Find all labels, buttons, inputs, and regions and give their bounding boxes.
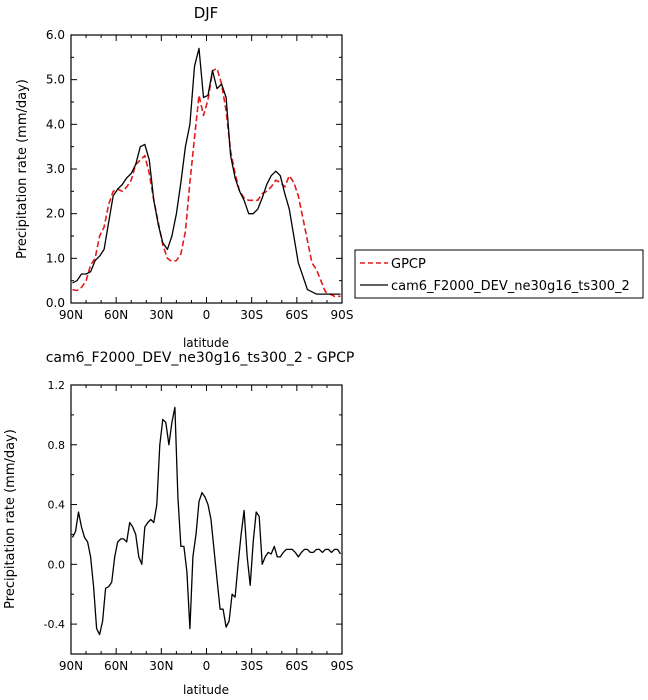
top-x-tick-label: 60N [104, 308, 128, 322]
bottom-y-tick-label: 0.0 [48, 558, 66, 571]
legend-box [354, 249, 644, 299]
bottom-x-tick-label: 30N [149, 659, 173, 673]
top-chart-title: DJF [194, 4, 219, 22]
bottom-y-axis-label: Precipitation rate (mm/day) [3, 429, 18, 609]
bottom-x-tick-label: 60S [285, 659, 308, 673]
bottom-plot-frame [70, 384, 343, 655]
bottom-x-axis-label: latitude [183, 683, 229, 697]
legend-label-gpcp: GPCP [391, 257, 426, 272]
top-y-tick-label: 0.0 [46, 296, 65, 310]
top-x-tick-label: 90N [59, 308, 83, 322]
bottom-y-tick-label: 0.8 [48, 439, 66, 452]
bottom-y-tick-label: 1.2 [48, 379, 66, 392]
top-y-tick-label: 5.0 [46, 73, 65, 87]
bottom-x-tick-label: 30S [240, 659, 263, 673]
top-series-line-0 [72, 67, 341, 298]
top-chart: DJF 90N 60N 30N 0 30S 60S 90S 0.0 1.0 2.0 3.0 4.0 5.… [15, 4, 644, 350]
bottom-chart: cam6_F2000_DEV_ne30g16_ts300_2 - GPCP 90… [3, 350, 354, 697]
top-x-axis-label: latitude [183, 336, 229, 350]
top-y-tick-label: 2.0 [46, 207, 65, 221]
bottom-x-tick-label: 90N [59, 659, 83, 673]
top-x-tick-label: 90S [331, 308, 354, 322]
top-y-tick-label: 3.0 [46, 162, 65, 176]
top-plot-frame [70, 34, 343, 304]
bottom-x-tick-label: 60N [104, 659, 128, 673]
bottom-x-tick-label: 90S [331, 659, 354, 673]
bottom-plot-area: 90N 60N 30N 0 30S 60S 90S -0.4 0.0 0.4 0.8 1.2 [44, 379, 354, 673]
legend-label-model: cam6_F2000_DEV_ne30g16_ts300_2 [391, 279, 630, 294]
bottom-x-tick-label: 0 [203, 659, 211, 673]
top-x-tick-label: 30S [240, 308, 263, 322]
top-x-tick-label: 60S [285, 308, 308, 322]
top-y-tick-label: 6.0 [46, 28, 65, 42]
bottom-y-tick-label: -0.4 [44, 618, 65, 631]
top-y-tick-label: 1.0 [46, 251, 65, 265]
top-series-line-1 [72, 47, 341, 295]
top-y-tick-label: 4.0 [46, 117, 65, 131]
top-x-tick-label: 30N [149, 308, 173, 322]
bottom-series-line-0 [71, 406, 342, 636]
bottom-y-tick-label: 0.4 [48, 499, 66, 512]
legend: GPCP cam6_F2000_DEV_ne30g16_ts300_2 [354, 249, 644, 299]
top-plot-area: 90N 60N 30N 0 30S 60S 90S 0.0 1.0 2.0 3.0 4.0 5.0 6.0 [46, 28, 354, 322]
top-y-axis-label: Precipitation rate (mm/day) [15, 79, 30, 259]
bottom-chart-title: cam6_F2000_DEV_ne30g16_ts300_2 - GPCP [46, 350, 355, 366]
top-x-tick-label: 0 [203, 308, 211, 322]
